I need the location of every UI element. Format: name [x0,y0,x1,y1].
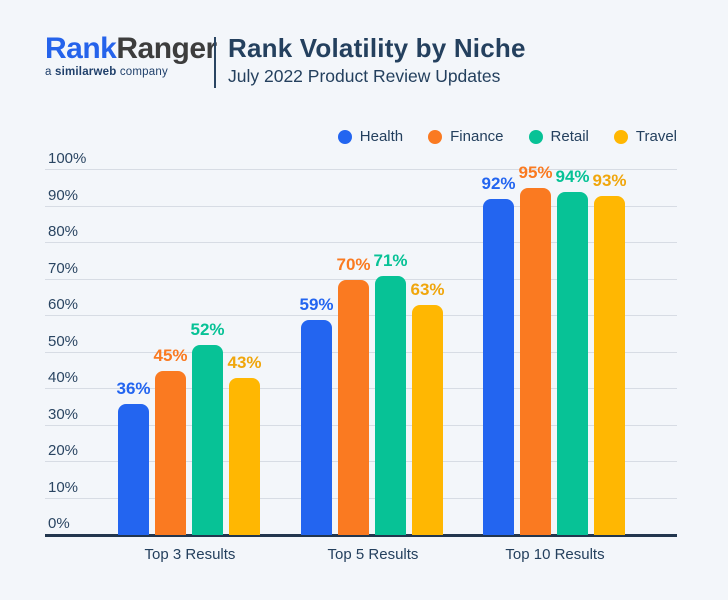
bar-finance-3: 95% [518,163,553,535]
bar-group-2: 59% 70% 71% 63% [299,251,445,535]
tagline-suffix: company [116,65,168,78]
x-axis-label-1: Top 3 Results [144,546,236,563]
bar-retail-3: 94% [555,167,590,535]
y-axis-tick-40: 40% [48,369,79,386]
legend-dot-icon [428,129,443,144]
legend-label: Health [359,128,404,145]
legend-item-travel: Travel [613,128,677,145]
y-axis-tick-100: 100% [48,150,87,167]
bar-value-label: 63% [410,280,445,299]
y-axis-tick-60: 60% [48,296,79,313]
bar-group-1: 36% 45% 52% 43% [116,320,262,535]
y-axis-tick-90: 90% [48,186,79,204]
bar-chart-plot: 0% 10% 20% 30% 40% 50% 60% 70% 80% 90% 100% 36% 45% 5… [45,150,677,537]
bar-value-label: 94% [555,167,590,186]
legend: Health Finance Retail Travel [337,128,677,145]
logo-rank-text: Rank [45,32,117,65]
bar-value-label: 93% [592,171,627,190]
bar-finance-2: 70% [336,255,371,535]
gridline-70 [45,278,677,280]
bar-retail-1: 52% [190,320,225,535]
x-axis-baseline [45,534,677,537]
legend-dot-icon [613,129,628,144]
tagline-brand: similarweb [55,65,117,78]
y-axis-tick-0: 0% [48,515,70,532]
bar-finance-1: 45% [153,346,188,535]
chart-subtitle: July 2022 Product Review Updates [228,66,501,86]
bar-value-label: 95% [518,163,553,182]
header-divider [214,37,216,88]
y-axis-tick-10: 10% [48,478,79,496]
bar-health-2: 59% [299,295,334,535]
bar-group-3: 92% 95% 94% 93% [481,163,627,535]
bar-value-label: 70% [336,255,371,274]
bar-travel-3: 93% [592,171,627,535]
legend-item-finance: Finance [428,128,504,145]
x-axis-label-3: Top 10 Results [505,546,605,563]
y-axis-tick-30: 30% [48,405,79,423]
legend-dot-icon [337,129,352,144]
bar-travel-2: 63% [410,280,445,535]
logo-ranger-text: Ranger [116,32,217,65]
gridline-90 [45,205,677,207]
logo-tagline: a similarweb company [45,66,217,78]
bar-value-label: 59% [299,295,334,314]
bar-value-label: 71% [373,251,408,270]
legend-label: Finance [450,128,504,145]
legend-item-retail: Retail [528,128,589,145]
y-axis-tick-80: 80% [48,223,79,240]
legend-item-health: Health [337,128,404,145]
bar-travel-1: 43% [227,353,262,535]
rankranger-logo: RankRanger a similarweb company [45,33,217,78]
y-axis-tick-20: 20% [48,442,79,459]
legend-dot-icon [528,129,543,144]
y-axis-tick-70: 70% [48,259,79,277]
bar-value-label: 43% [227,353,262,372]
gridline-100 [45,169,677,170]
y-axis-tick-50: 50% [48,332,79,350]
bar-value-label: 52% [190,320,225,339]
x-axis-label-2: Top 5 Results [327,546,419,563]
logo-wordmark: RankRanger [45,33,217,65]
tagline-prefix: a [45,65,55,78]
bar-value-label: 92% [481,174,516,193]
bar-health-1: 36% [116,379,151,535]
legend-label: Travel [635,128,677,145]
gridline-80 [45,242,677,243]
bar-value-label: 36% [116,379,151,398]
bar-value-label: 45% [153,346,188,365]
bar-retail-2: 71% [373,251,408,535]
legend-label: Retail [550,128,589,145]
bar-health-3: 92% [481,174,516,535]
chart-title: Rank Volatility by Niche [228,33,526,63]
